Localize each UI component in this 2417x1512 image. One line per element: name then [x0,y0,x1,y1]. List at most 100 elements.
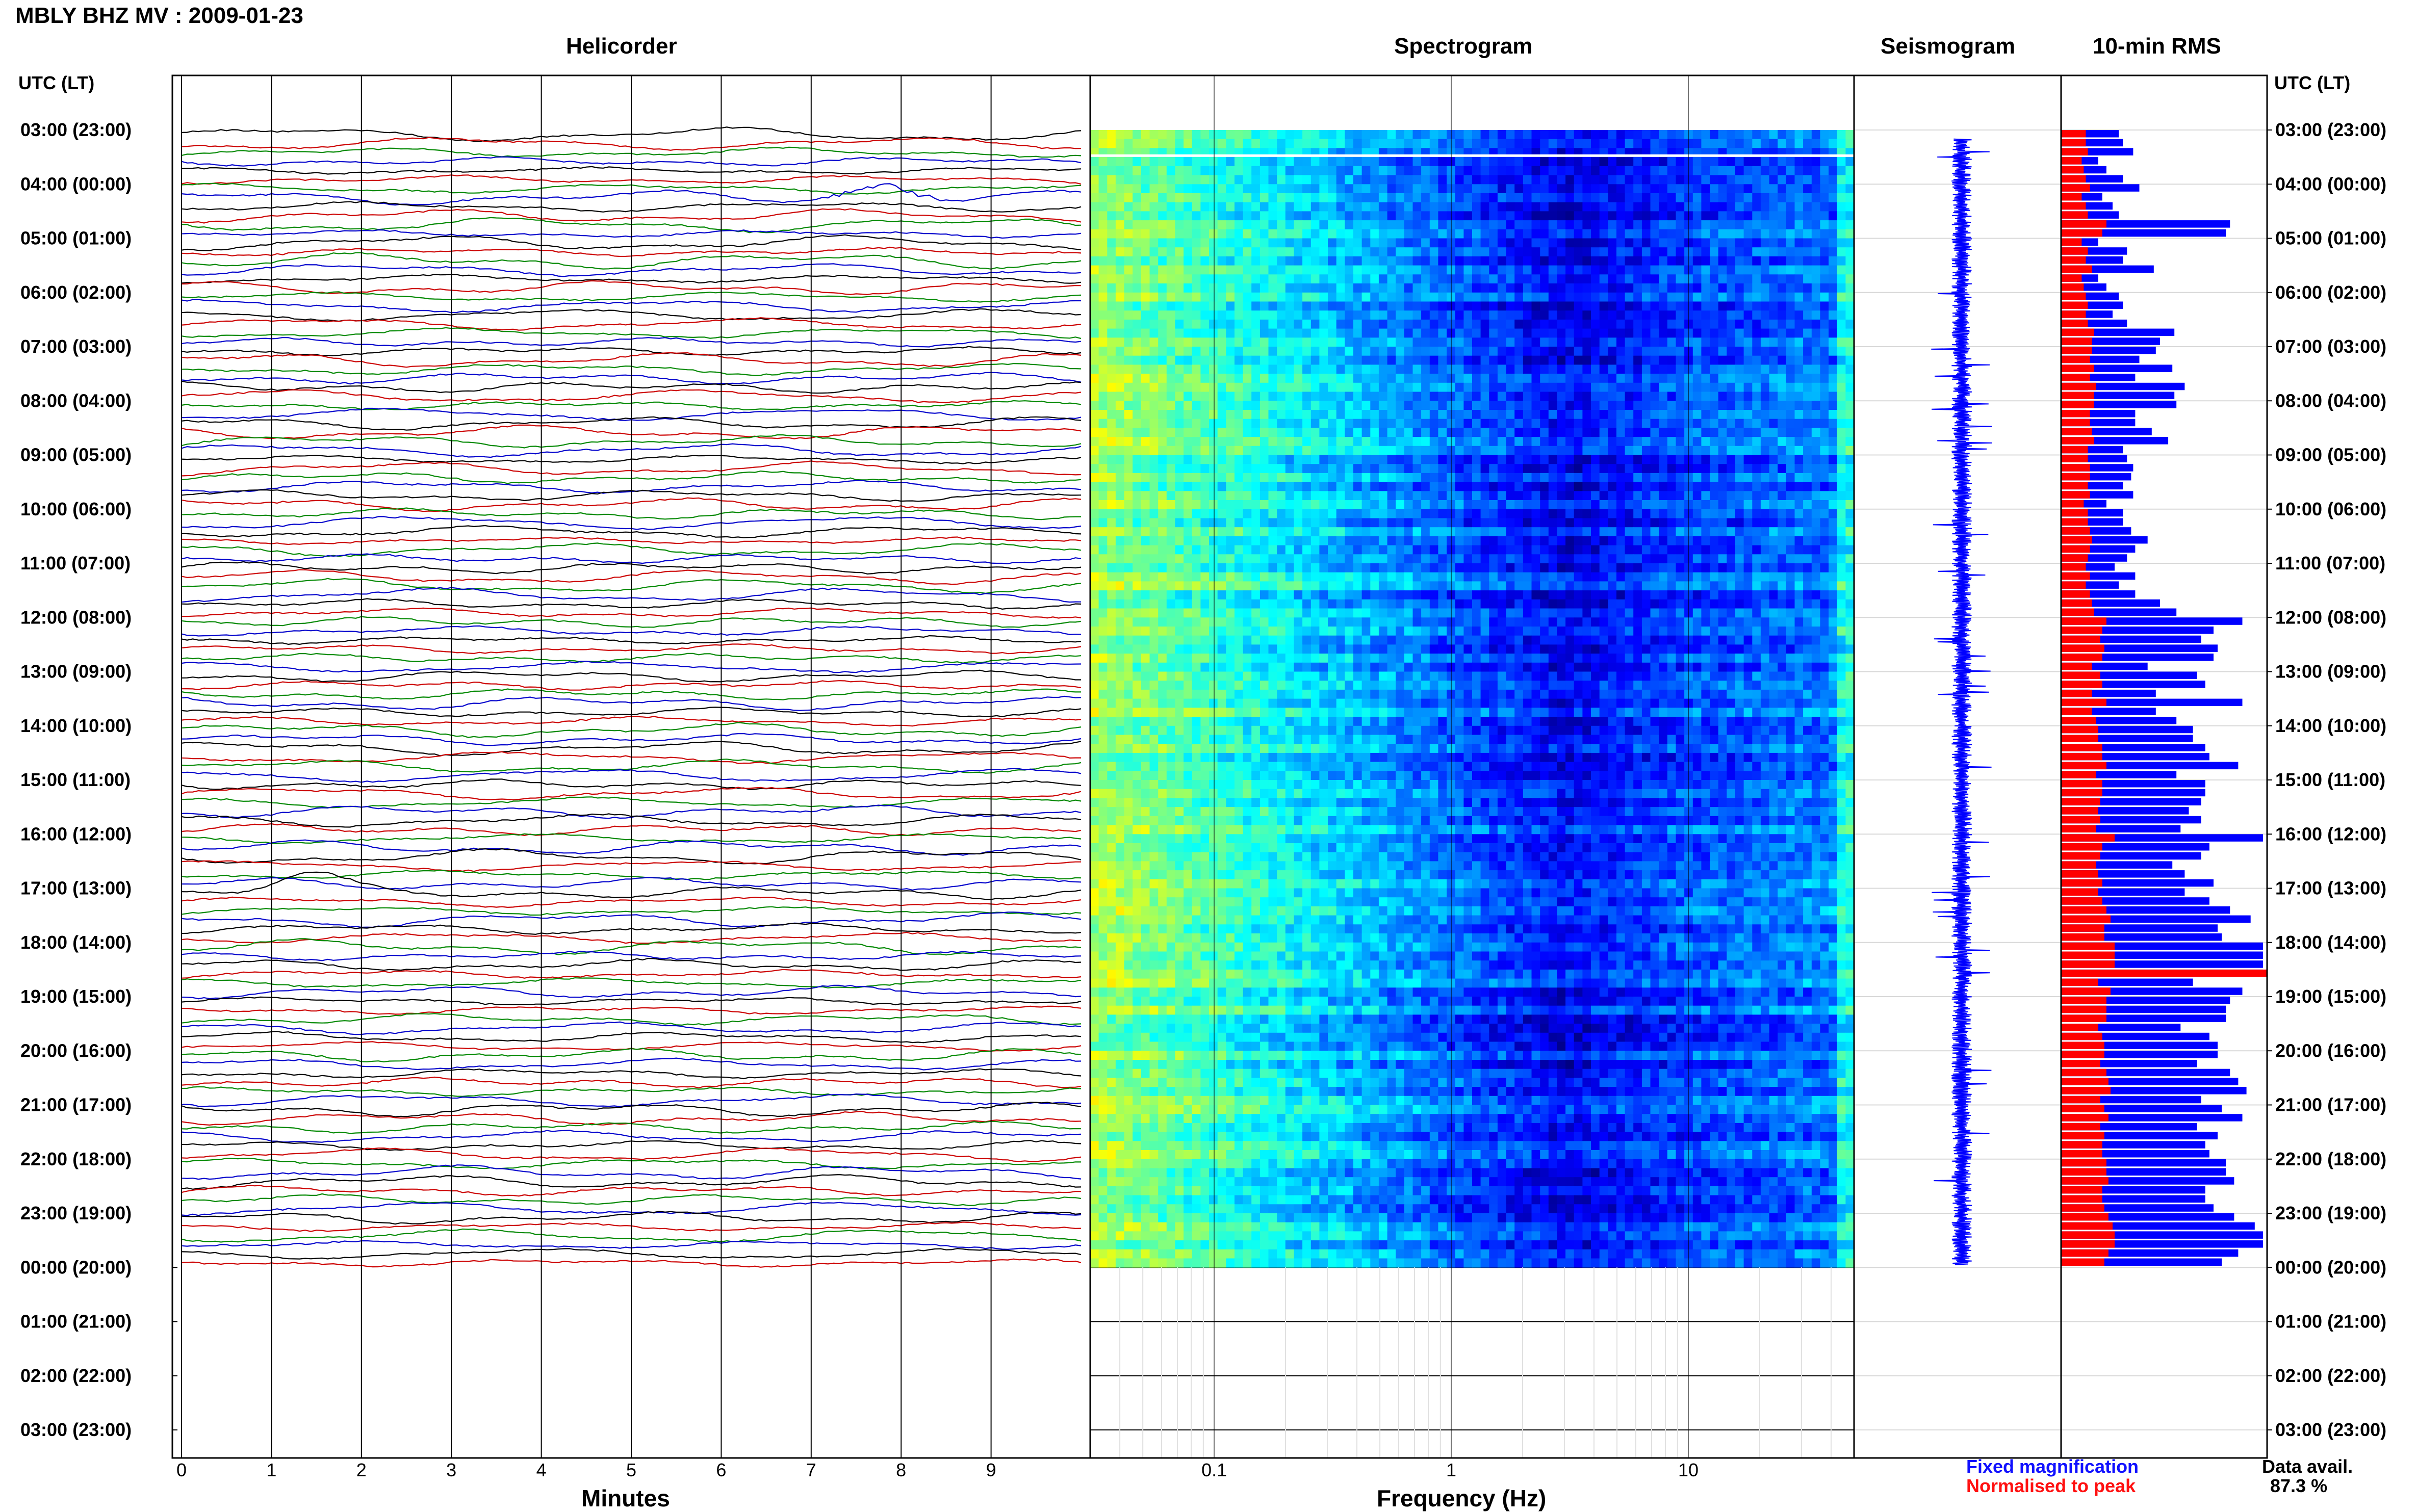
spectrogram-cell [1549,211,1557,220]
spectrogram-cell [1438,590,1447,599]
spectrogram-cell [1150,392,1159,401]
spectrogram-cell [1328,509,1336,518]
spectrogram-cell [1235,554,1243,563]
spectrogram-cell [1481,518,1489,528]
spectrogram-cell [1651,220,1659,229]
spectrogram-cell [1829,545,1837,555]
spectrogram-cell [1430,157,1438,166]
spectrogram-cell [1438,184,1447,193]
spectrogram-cell [1421,536,1430,545]
spectrogram-cell [1506,220,1515,229]
spectrogram-cell [1396,491,1404,500]
spectrogram-cell [1184,139,1192,148]
spectrogram-cell [1226,509,1235,518]
spectrogram-cell [1523,175,1532,185]
spectrogram-cell [1133,130,1141,139]
spectrogram-cell [1667,518,1676,528]
spectrogram-cell [1455,554,1464,563]
spectrogram-cell [1184,220,1192,229]
spectrogram-cell [1829,211,1837,220]
spectrogram-cell [1514,193,1523,202]
spectrogram-cell [1608,392,1616,401]
spectrogram-cell [1158,347,1167,356]
spectrogram-cell [1455,256,1464,266]
spectrogram-cell [1396,572,1404,582]
spectrogram-cell [1769,347,1778,356]
spectrogram-cell [1175,320,1184,329]
spectrogram-cell [1506,130,1515,139]
spectrogram-cell [1200,193,1209,202]
spectrogram-cell [1693,347,1702,356]
spectrogram-cell [1150,356,1159,365]
spectrogram-cell [1277,599,1285,609]
spectrogram-cell [1269,374,1277,383]
spectrogram-cell [1693,329,1702,338]
spectrogram-cell [1311,229,1320,239]
spectrogram-cell [1116,229,1124,239]
spectrogram-cell [1625,491,1634,500]
spectrogram-cell [1379,609,1387,618]
spectrogram-cell [1591,383,1600,392]
spectrogram-cell [1727,437,1735,446]
spectrogram-cell [1642,500,1651,509]
spectrogram-cell [1710,247,1718,256]
spectrogram-cell [1455,383,1464,392]
spectrogram-cell [1235,401,1243,410]
spectrogram-cell [1727,518,1735,528]
spectrogram-cell [1820,491,1829,500]
spectrogram-cell [1226,202,1235,212]
spectrogram-cell [1532,293,1540,302]
spectrogram-cell [1540,383,1549,392]
spectrogram-cell [1472,500,1481,509]
spectrogram-cell [1150,283,1159,293]
spectrogram-cell [1710,410,1718,419]
spectrogram-cell [1693,446,1702,455]
spectrogram-cell [1404,500,1413,509]
spectrogram-cell [1141,329,1150,338]
spectrogram-cell [1540,392,1549,401]
spectrogram-cell [1845,446,1854,455]
spectrogram-cell [1277,274,1285,283]
spectrogram-cell [1701,437,1710,446]
spectrogram-cell [1421,139,1430,148]
spectrogram-cell [1158,500,1167,509]
spectrogram-cell [1557,211,1565,220]
spectrogram-cell [1396,383,1404,392]
spectrogram-cell [1514,500,1523,509]
spectrogram-cell [1710,437,1718,446]
spectrogram-cell [1430,302,1438,311]
spectrogram-cell [1693,473,1702,482]
spectrogram-cell [1710,175,1718,185]
spectrogram-cell [1701,293,1710,302]
spectrogram-cell [1421,329,1430,338]
spectrogram-cell [1285,581,1294,590]
spectrogram-cell [1379,455,1387,464]
spectrogram-cell [1676,509,1685,518]
spectrogram-cell [1133,509,1141,518]
spectrogram-cell [1302,302,1311,311]
spectrogram-cell [1251,446,1260,455]
spectrogram-cell [1506,229,1515,239]
spectrogram-cell [1540,581,1549,590]
spectrogram-cell [1226,247,1235,256]
spectrogram-cell [1651,590,1659,599]
spectrogram-cell [1387,166,1396,175]
spectrogram-cell [1744,157,1753,166]
spectrogram-cell [1540,175,1549,185]
spectrogram-cell [1532,184,1540,193]
spectrogram-cell [1744,581,1753,590]
spectrogram-cell [1778,545,1786,555]
spectrogram-cell [1294,356,1303,365]
spectrogram-cell [1744,419,1753,428]
spectrogram-cell [1506,509,1515,518]
spectrogram-cell [1285,482,1294,491]
spectrogram-cell [1116,302,1124,311]
spectrogram-cell [1481,283,1489,293]
spectrogram-cell [1184,356,1192,365]
spectrogram-cell [1260,518,1269,528]
spectrogram-cell [1735,572,1744,582]
spectrogram-cell [1141,599,1150,609]
spectrogram-cell [1778,220,1786,229]
spectrogram-cell [1430,320,1438,329]
spectrogram-cell [1786,428,1795,437]
